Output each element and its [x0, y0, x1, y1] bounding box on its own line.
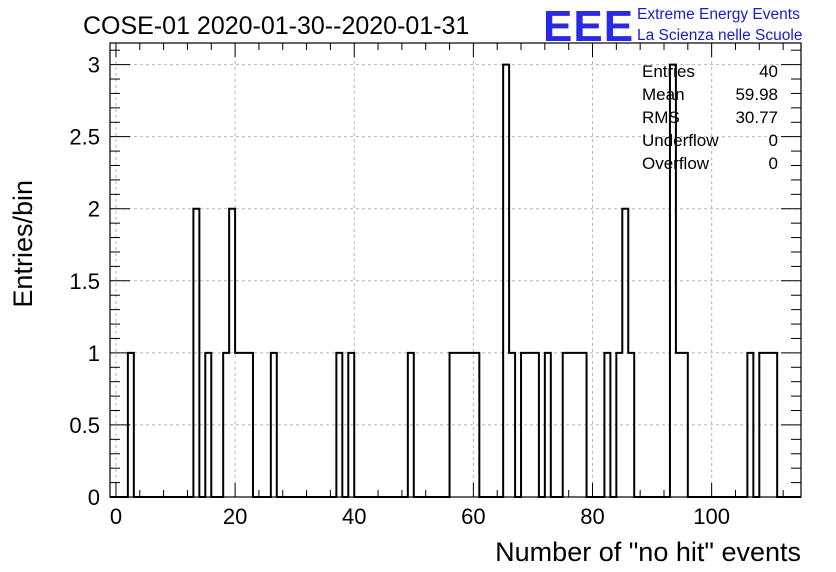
stat-value-mean: 59.98	[735, 85, 778, 104]
y-tick-label: 1	[88, 341, 100, 366]
y-axis-title: Entries/bin	[8, 180, 38, 308]
y-tick-label: 2.5	[69, 125, 100, 150]
stat-value-rms: 30.77	[735, 108, 778, 127]
grid-layer	[110, 43, 801, 497]
y-tick-label: 0.5	[69, 413, 100, 438]
chart-title: COSE-01 2020-01-30--2020-01-31	[83, 12, 469, 40]
stat-label-underflow: Underflow	[642, 131, 719, 150]
stat-label-overflow: Overflow	[642, 154, 710, 173]
stat-label-entries: Entries	[642, 62, 695, 81]
stat-label-mean: Mean	[642, 85, 685, 104]
x-tick-label: 80	[580, 504, 604, 529]
x-tick-label: 0	[110, 504, 122, 529]
tick-labels: 0 20 40 60 80 100 0 0.5 1 1.5 2 2.5 3	[69, 53, 730, 529]
stat-label-rms: RMS	[642, 108, 680, 127]
stat-value-underflow: 0	[769, 131, 778, 150]
x-tick-label: 40	[342, 504, 366, 529]
axis-ticks	[110, 43, 801, 498]
x-axis-title: Number of "no hit" events	[495, 537, 801, 567]
x-tick-label: 60	[461, 504, 485, 529]
eee-logo-letters: EEE	[543, 2, 634, 51]
eee-logo: EEE Extreme Energy Events La Scienza nel…	[543, 2, 802, 51]
logo-line-2: La Scienza nelle Scuole	[637, 27, 802, 44]
y-tick-label: 2	[88, 197, 100, 222]
y-tick-label: 1.5	[69, 269, 100, 294]
logo-line-1: Extreme Energy Events	[637, 6, 800, 23]
y-tick-label: 3	[88, 53, 100, 78]
stat-value-entries: 40	[759, 62, 778, 81]
stats-box: Entries 40 Mean 59.98 RMS 30.77 Underflo…	[642, 62, 778, 173]
y-tick-label: 0	[88, 485, 100, 510]
x-tick-label: 100	[693, 504, 730, 529]
stat-value-overflow: 0	[769, 154, 778, 173]
x-tick-label: 20	[223, 504, 247, 529]
plot-frame	[109, 42, 802, 498]
